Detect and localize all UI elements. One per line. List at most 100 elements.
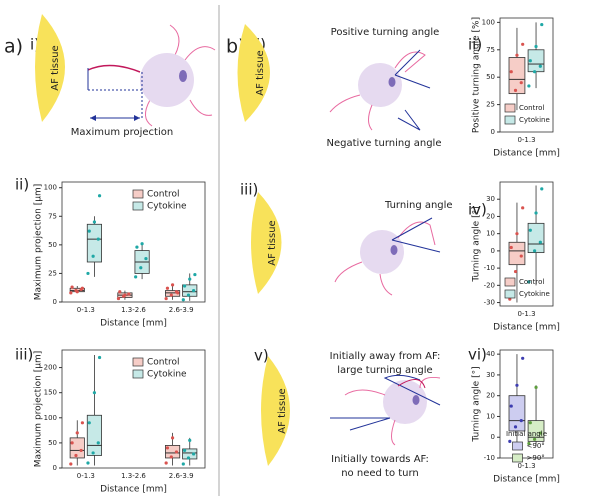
y-tick-label: 20 [486, 392, 495, 400]
y-tick-label: 100 [44, 184, 57, 192]
data-point [176, 291, 180, 295]
box [165, 445, 181, 459]
data-point [165, 286, 170, 290]
y-axis-label: Turning angle [°] [472, 366, 482, 442]
data-point [193, 272, 197, 277]
data-point [527, 280, 531, 284]
y-tick-label: 50 [486, 73, 495, 81]
x-axis-label: Distance [mm] [100, 319, 167, 329]
x-axis-label: Distance [mm] [100, 485, 167, 495]
legend-label: Control [519, 104, 544, 112]
legend-swatch [504, 103, 516, 113]
data-point [182, 284, 187, 288]
panel-label: ii) [468, 36, 482, 54]
data-point [92, 220, 97, 224]
data-point [188, 438, 192, 442]
box [508, 395, 526, 432]
data-point [79, 448, 83, 453]
y-tick-label: -30 [484, 299, 495, 307]
box [86, 223, 102, 263]
y-tick-label: 200 [44, 364, 57, 372]
data-point [515, 53, 519, 57]
box [508, 241, 526, 266]
y-tick-label: 50 [48, 439, 57, 447]
panel-label: vi) [468, 346, 487, 364]
data-point [527, 84, 531, 88]
data-point [116, 296, 121, 301]
box [165, 290, 181, 297]
y-tick-label: 25 [48, 269, 57, 277]
y-tick-label: 30 [486, 371, 495, 379]
data-point [91, 254, 95, 258]
data-point [534, 211, 538, 215]
panel-label: iv) [468, 201, 487, 219]
panel-label: iii) [15, 346, 33, 364]
data-point [80, 421, 85, 425]
af-label: AF tissue [267, 220, 278, 265]
legend-swatch [512, 441, 523, 451]
legend-label: Cytokine [519, 290, 550, 298]
af-label: AF tissue [50, 45, 61, 90]
x-tick-label: 1.3-2.6 [121, 472, 146, 480]
data-point [164, 296, 168, 301]
data-point [534, 44, 538, 49]
y-axis-label: Turning angle [°] [472, 206, 482, 282]
y-tick-label: 0 [53, 298, 57, 306]
y-tick-label: 100 [482, 18, 495, 26]
panel-label: v) [254, 347, 269, 365]
legend-label: <90° [527, 442, 545, 450]
y-tick-label: 150 [44, 389, 57, 397]
y-tick-label: -20 [484, 281, 495, 289]
legend-label: Control [147, 190, 180, 200]
y-tick-label: 0 [491, 433, 495, 441]
filopodia [145, 24, 216, 127]
caption: large turning angle [337, 365, 432, 376]
data-point [533, 249, 537, 253]
data-point [188, 277, 192, 281]
data-point [69, 462, 73, 466]
data-point [170, 436, 175, 440]
data-point [96, 237, 100, 241]
af-label: AF tissue [277, 388, 288, 433]
data-point [540, 22, 544, 27]
data-point [521, 42, 525, 46]
data-point [533, 70, 537, 74]
data-point [92, 391, 97, 395]
af-label: AF tissue [255, 50, 266, 95]
filopodia [334, 221, 436, 296]
data-point [519, 419, 523, 423]
x-tick-label: 0-1.3 [517, 136, 535, 144]
legend-swatch [504, 115, 516, 125]
panel-label: a) [4, 36, 23, 58]
data-point [87, 229, 91, 233]
caption: Negative turning angle [327, 138, 442, 149]
data-point [169, 455, 173, 459]
data-point [87, 421, 91, 425]
data-point [70, 441, 74, 445]
y-tick-label: 75 [48, 212, 57, 220]
legend-title: Initial angle [506, 430, 547, 438]
y-tick-label: 0 [491, 247, 495, 255]
x-tick-label: 0-1.3 [517, 310, 535, 318]
y-tick-label: 10 [486, 412, 495, 420]
data-point [515, 232, 519, 236]
data-point [192, 288, 196, 293]
data-point [169, 293, 173, 297]
data-point [186, 293, 191, 297]
y-tick-label: 100 [44, 414, 57, 422]
box [527, 222, 545, 254]
y-tick-label: 30 [486, 195, 495, 203]
data-point [96, 441, 100, 445]
data-point [170, 283, 175, 287]
data-point [538, 240, 542, 244]
y-tick-label: 75 [486, 46, 495, 54]
data-point [174, 450, 179, 454]
angle-lines [391, 217, 441, 253]
y-tick-label: -10 [484, 454, 495, 462]
x-axis-label: Distance [mm] [493, 323, 560, 333]
panel-label: i) [30, 36, 40, 54]
data-point [134, 275, 138, 279]
x-tick-label: 0-1.3 [517, 462, 535, 470]
plot-frame [499, 349, 554, 459]
